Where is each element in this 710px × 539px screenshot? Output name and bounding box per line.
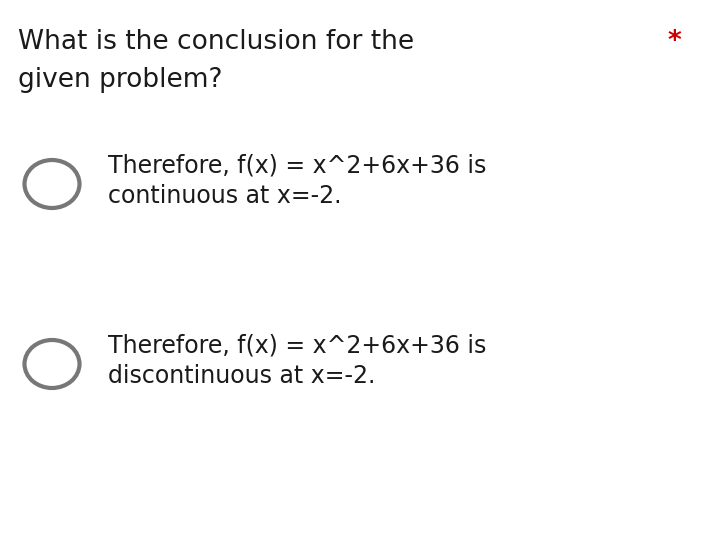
Text: Therefore, f(x) = x^2+6x+36 is: Therefore, f(x) = x^2+6x+36 is xyxy=(108,334,486,358)
Text: Therefore, f(x) = x^2+6x+36 is: Therefore, f(x) = x^2+6x+36 is xyxy=(108,154,486,178)
Text: What is the conclusion for the: What is the conclusion for the xyxy=(18,29,414,55)
Text: given problem?: given problem? xyxy=(18,67,222,93)
Text: discontinuous at x=-2.: discontinuous at x=-2. xyxy=(108,364,376,388)
Text: continuous at x=-2.: continuous at x=-2. xyxy=(108,184,342,208)
Text: *: * xyxy=(668,29,682,55)
